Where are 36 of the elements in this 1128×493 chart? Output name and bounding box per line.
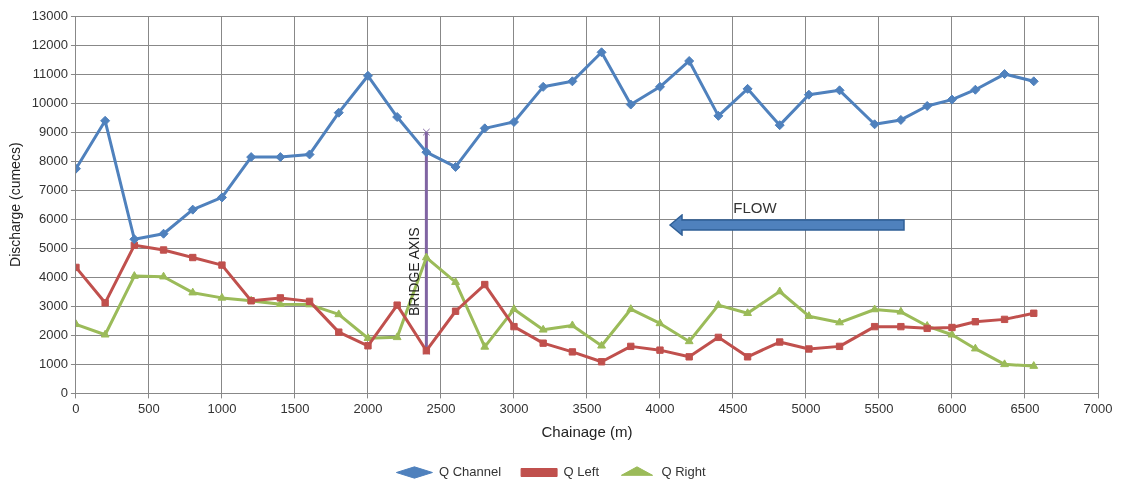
x-tick-label: 6500 — [1010, 400, 1040, 416]
x-tick-label: 6000 — [937, 400, 967, 416]
y-tick-label: 10000 — [31, 94, 68, 110]
x-tick-label: 4000 — [645, 400, 675, 416]
x-axis-title: Chainage (m) — [541, 423, 633, 441]
y-tick-label: 8000 — [39, 152, 68, 168]
y-axis-title: Discharge (cumecs) — [7, 142, 24, 267]
y-tick-label: 0 — [60, 384, 68, 400]
y-tick-label: 11000 — [32, 65, 68, 81]
y-tick-label: 13000 — [31, 7, 68, 23]
y-tick-label: 2000 — [39, 326, 68, 342]
y-tick-label: 7000 — [39, 181, 68, 197]
annotation: FLOW — [733, 199, 778, 217]
x-tick-label: 1000 — [207, 400, 237, 416]
x-tick-label: 0 — [72, 400, 80, 416]
x-tick-label: 7000 — [1083, 400, 1113, 416]
x-tick-label: 2000 — [353, 400, 383, 416]
y-tick-label: 9000 — [39, 123, 68, 139]
x-tick-label: 3500 — [572, 400, 602, 416]
legend-label: Q Right — [661, 464, 706, 480]
x-tick-label: 2500 — [426, 400, 456, 416]
x-tick-label: 5000 — [791, 400, 821, 416]
x-tick-label: 3000 — [499, 400, 529, 416]
x-tick-label: 500 — [138, 400, 160, 416]
y-tick-label: 3000 — [39, 297, 68, 313]
legend-label: Q Left — [563, 464, 600, 480]
x-tick-label: 4500 — [718, 400, 748, 416]
y-tick-label: 4000 — [39, 268, 68, 284]
y-tick-label: 1000 — [39, 355, 68, 371]
legend-label: Q Channel — [438, 464, 502, 480]
y-tick-label: 12000 — [31, 36, 68, 52]
y-tick-label: 5000 — [39, 239, 68, 255]
x-tick-label: 5500 — [864, 400, 894, 416]
y-tick-label: 6000 — [39, 210, 68, 226]
text: BRIDGE AXIS — [406, 227, 423, 317]
x-tick-label: 1500 — [280, 400, 310, 416]
